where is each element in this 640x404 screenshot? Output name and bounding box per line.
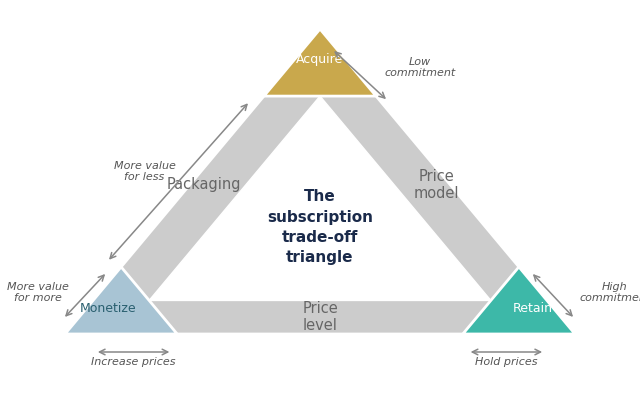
Polygon shape [264, 29, 376, 96]
Polygon shape [149, 96, 491, 301]
Polygon shape [65, 267, 177, 334]
Text: Low
commitment: Low commitment [385, 57, 456, 78]
Text: Acquire: Acquire [296, 53, 344, 66]
Text: More value
for more: More value for more [7, 282, 69, 303]
Text: More value
for less: More value for less [113, 161, 175, 182]
Text: Retain: Retain [513, 302, 552, 315]
Text: Hold prices: Hold prices [475, 357, 538, 367]
Text: Price
model: Price model [413, 169, 460, 201]
Text: The
subscription
trade-off
triangle: The subscription trade-off triangle [267, 189, 373, 265]
Text: High
commitment: High commitment [579, 282, 640, 303]
Text: Packaging: Packaging [166, 177, 241, 192]
Polygon shape [65, 29, 575, 334]
Text: Increase prices: Increase prices [92, 357, 176, 367]
Text: Price
level: Price level [302, 301, 338, 333]
Text: Monetize: Monetize [79, 302, 136, 315]
Polygon shape [463, 267, 575, 334]
